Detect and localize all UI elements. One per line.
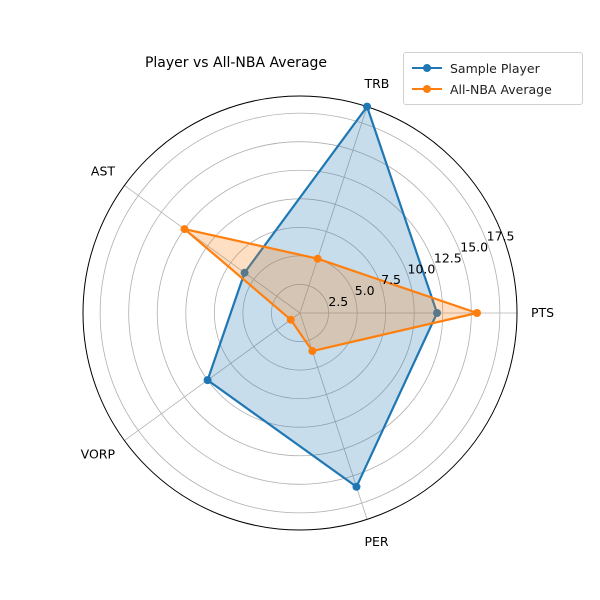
series-1-point-ast: [240, 268, 249, 277]
series-2-point-pts: [473, 309, 482, 317]
radial-tick-label: 17.5: [487, 229, 515, 244]
chart-title: Player vs All-NBA Average: [145, 55, 327, 71]
axis-label-vorp: VORP: [81, 447, 116, 462]
axis-label-per: PER: [364, 534, 388, 549]
legend-swatch-series-1: [412, 58, 442, 78]
series-1-line: [206, 105, 439, 488]
legend-label-series-2: All-NBA Average: [450, 81, 552, 97]
spoke-vorp: [124, 312, 301, 441]
axis-label-trb: TRB: [363, 76, 389, 91]
radial-tick-label: 10.0: [408, 261, 436, 276]
series-2-point-trb: [313, 254, 322, 263]
series-1-area: [207, 106, 438, 487]
series-2-point-vorp: [286, 315, 295, 324]
radial-tick-label: 15.0: [460, 239, 488, 254]
radial-tick-label: 2.5: [328, 294, 348, 309]
spoke-ast: [124, 185, 301, 314]
series-2-point-per: [308, 347, 317, 356]
radial-tick-label: 7.5: [381, 272, 401, 287]
legend-item-series-2: All-NBA Average: [412, 79, 552, 99]
radar-labels: 2.5 5.0 7.5 10.012.515.017.5 PTS TRB AST VORP PE…: [81, 76, 555, 549]
outer-frame: [82, 95, 518, 531]
axis-label-pts: PTS: [531, 305, 554, 320]
legend: Sample Player All-NBA Average: [403, 52, 583, 105]
spoke-trb: [299, 106, 368, 314]
legend-item-series-1: Sample Player: [412, 58, 540, 78]
series-1-point-trb: [363, 102, 372, 111]
radial-tick-label: 12.5: [434, 250, 462, 265]
series-2-line: [183, 227, 479, 353]
series-1-point-pts: [433, 309, 442, 317]
radar-grid: [82, 95, 518, 531]
series-2-point-ast: [180, 225, 189, 234]
legend-label-series-1: Sample Player: [450, 60, 540, 76]
series-2-area: [184, 229, 478, 352]
axis-label-ast: AST: [91, 163, 115, 178]
legend-swatch-series-2: [412, 79, 442, 99]
radar-series: [180, 102, 482, 491]
series-1-point-vorp: [203, 376, 212, 385]
series-1-point-per: [352, 482, 361, 491]
radial-tick-label: 5.0: [355, 283, 375, 298]
